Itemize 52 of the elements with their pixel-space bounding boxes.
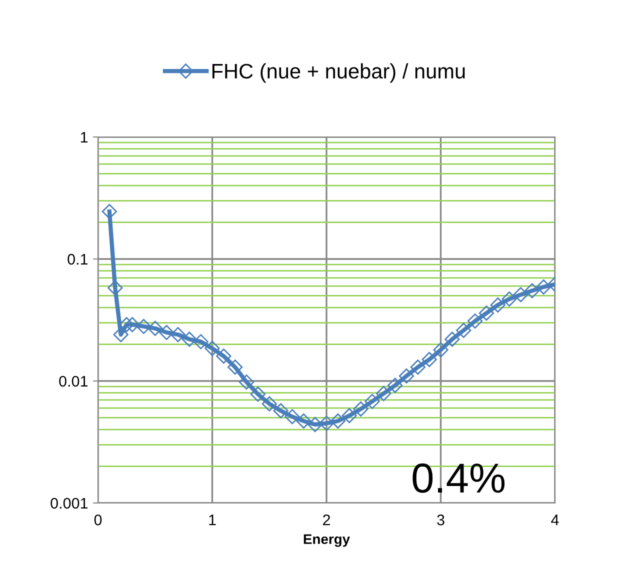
point (124, 317, 140, 332)
point (273, 403, 288, 418)
point (193, 334, 208, 350)
point (376, 386, 392, 402)
point (536, 279, 552, 295)
point (113, 327, 128, 342)
point (228, 360, 243, 375)
y-tick-label: 1 (80, 132, 88, 143)
point (353, 401, 368, 417)
y-tick-label: 0.01 (59, 376, 88, 387)
point (108, 280, 123, 296)
point (262, 396, 277, 412)
x-axis-title: Energy (304, 534, 350, 547)
point (490, 297, 506, 313)
point (318, 416, 334, 431)
point (467, 313, 483, 329)
annotation: 0.4% (412, 463, 505, 493)
point (330, 413, 346, 429)
point (478, 306, 494, 321)
legend-label: FHC (nue + nuebar) / numu (212, 63, 465, 83)
x-tick-label: 0 (94, 514, 102, 526)
point (102, 204, 117, 220)
point (238, 374, 254, 390)
point (422, 352, 437, 368)
point (204, 340, 220, 356)
x-tick-label: 3 (437, 514, 444, 526)
point (456, 322, 472, 338)
point (308, 416, 323, 432)
point (182, 332, 197, 347)
x-tick-label: 2 (323, 514, 330, 526)
point (136, 318, 152, 334)
point (250, 386, 266, 402)
x-tick-label: 1 (209, 514, 216, 526)
x-tick-label: 4 (551, 514, 559, 526)
point (524, 283, 540, 298)
point (433, 342, 448, 358)
point (398, 368, 414, 384)
point (216, 348, 232, 364)
point (410, 360, 426, 375)
y-tick-label: 0.1 (68, 254, 88, 265)
point (170, 327, 186, 342)
y-tick-label: 0.001 (50, 498, 88, 509)
point (387, 378, 403, 393)
point (444, 332, 460, 347)
point (158, 324, 174, 340)
point (502, 291, 517, 307)
point (296, 413, 312, 429)
point (284, 409, 300, 424)
point (364, 394, 380, 410)
point (342, 408, 357, 424)
point (513, 287, 528, 302)
point (148, 320, 163, 336)
